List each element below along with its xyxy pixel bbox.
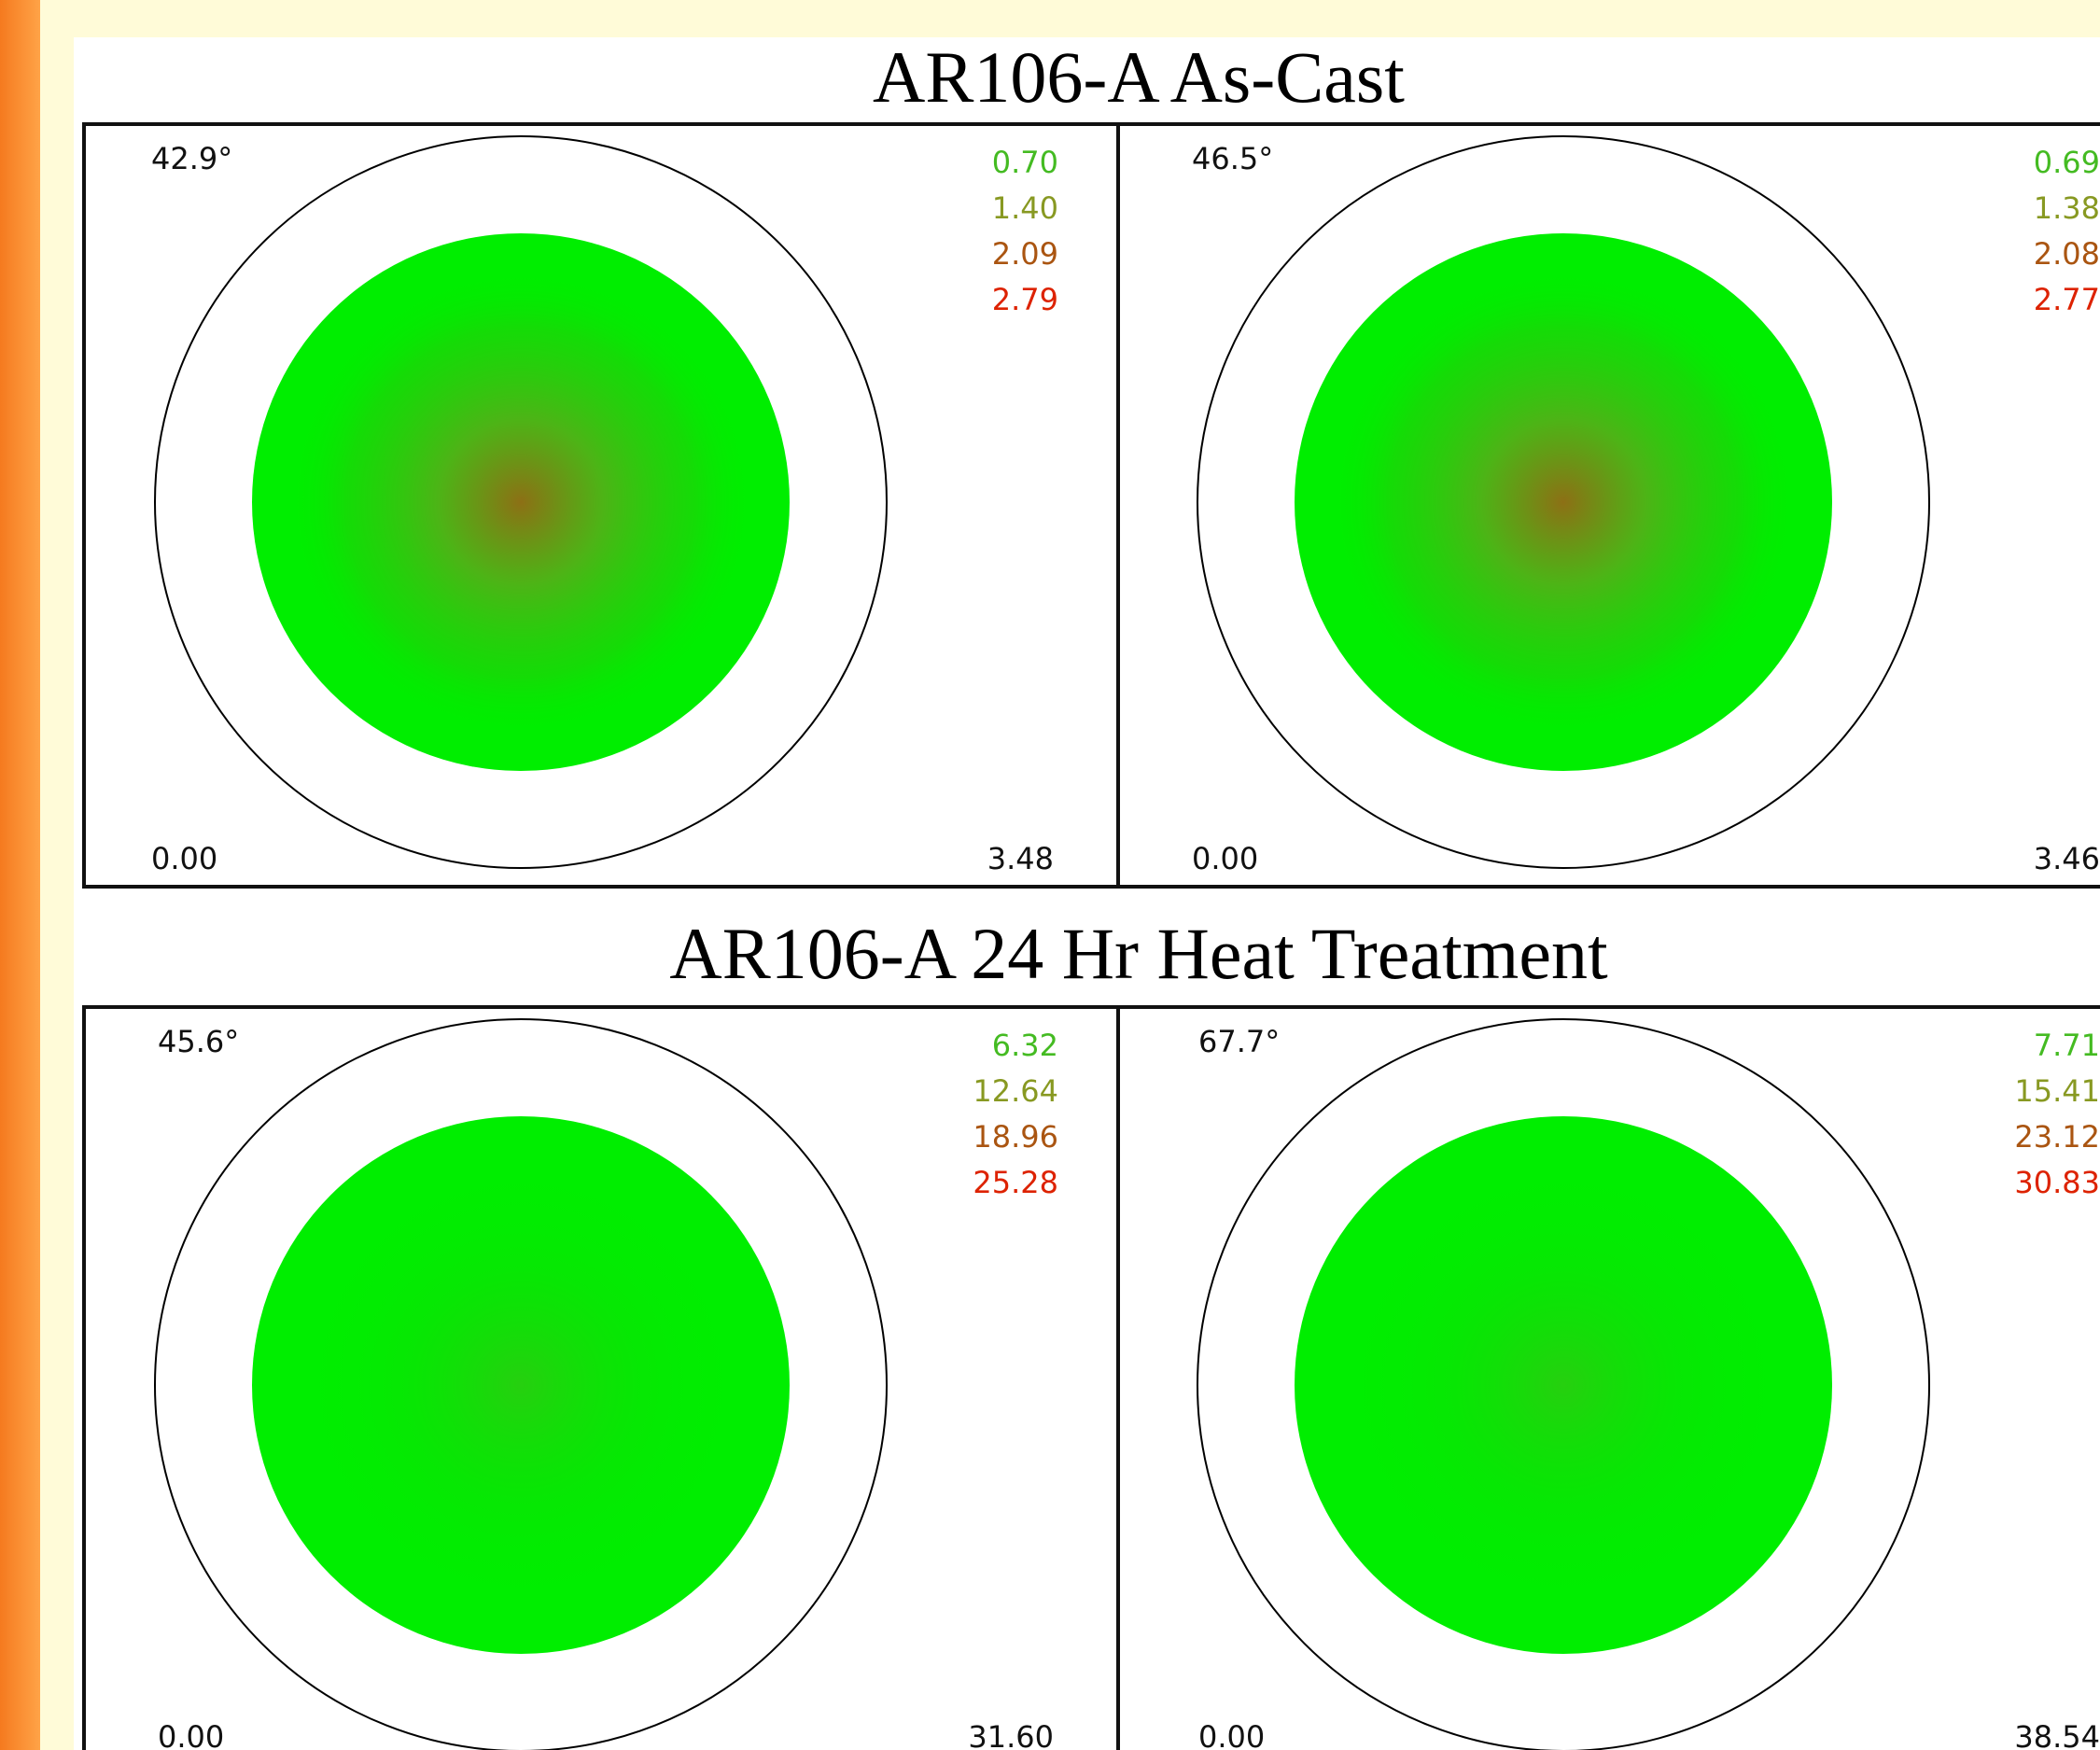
min-value: 0.00 xyxy=(158,1719,224,1750)
max-angle: 45.6° xyxy=(158,1024,239,1059)
pole-figure-texture xyxy=(287,269,754,735)
contour-level: 0.69 xyxy=(2034,145,2100,180)
min-value: 0.00 xyxy=(1192,841,1258,876)
max-value: 3.48 xyxy=(987,841,1054,876)
contour-level: 6.32 xyxy=(992,1028,1058,1063)
pole-figure-outline xyxy=(154,135,888,869)
pole-figure-outline xyxy=(154,1018,888,1750)
contour-level: 1.38 xyxy=(2034,190,2100,226)
section-title: AR106-A 24 Hr Heat Treatment xyxy=(669,913,1608,994)
max-angle: 46.5° xyxy=(1192,141,1273,176)
contour-level: 12.64 xyxy=(973,1073,1058,1109)
section-title: AR106-A As-Cast xyxy=(873,36,1405,118)
pole-figure-texture xyxy=(1330,1152,1797,1618)
max-value: 3.46 xyxy=(2034,841,2100,876)
contour-level: 2.09 xyxy=(992,236,1058,272)
pole-figure-outline xyxy=(1197,135,1930,869)
contour-level: 2.77 xyxy=(2034,282,2100,317)
contour-level: 25.28 xyxy=(973,1165,1058,1200)
contour-level: 30.83 xyxy=(2014,1165,2100,1200)
contour-level: 15.41 xyxy=(2014,1073,2100,1109)
max-angle: 67.7° xyxy=(1198,1024,1280,1059)
contour-level: 18.96 xyxy=(973,1119,1058,1155)
max-value: 31.60 xyxy=(968,1719,1054,1750)
contour-level: 23.12 xyxy=(2014,1119,2100,1155)
contour-level: 7.71 xyxy=(2034,1028,2100,1063)
max-angle: 42.9° xyxy=(151,141,232,176)
max-value: 38.54 xyxy=(2014,1719,2100,1750)
contour-level: 0.70 xyxy=(992,145,1058,180)
pole-figure-texture xyxy=(287,1152,754,1618)
pole-figure-texture xyxy=(1330,269,1797,735)
side-strip xyxy=(0,0,40,1750)
min-value: 0.00 xyxy=(1198,1719,1265,1750)
contour-level: 2.79 xyxy=(992,282,1058,317)
contour-level: 2.08 xyxy=(2034,236,2100,272)
pole-figure-outline xyxy=(1197,1018,1930,1750)
min-value: 0.00 xyxy=(151,841,217,876)
contour-level: 1.40 xyxy=(992,190,1058,226)
